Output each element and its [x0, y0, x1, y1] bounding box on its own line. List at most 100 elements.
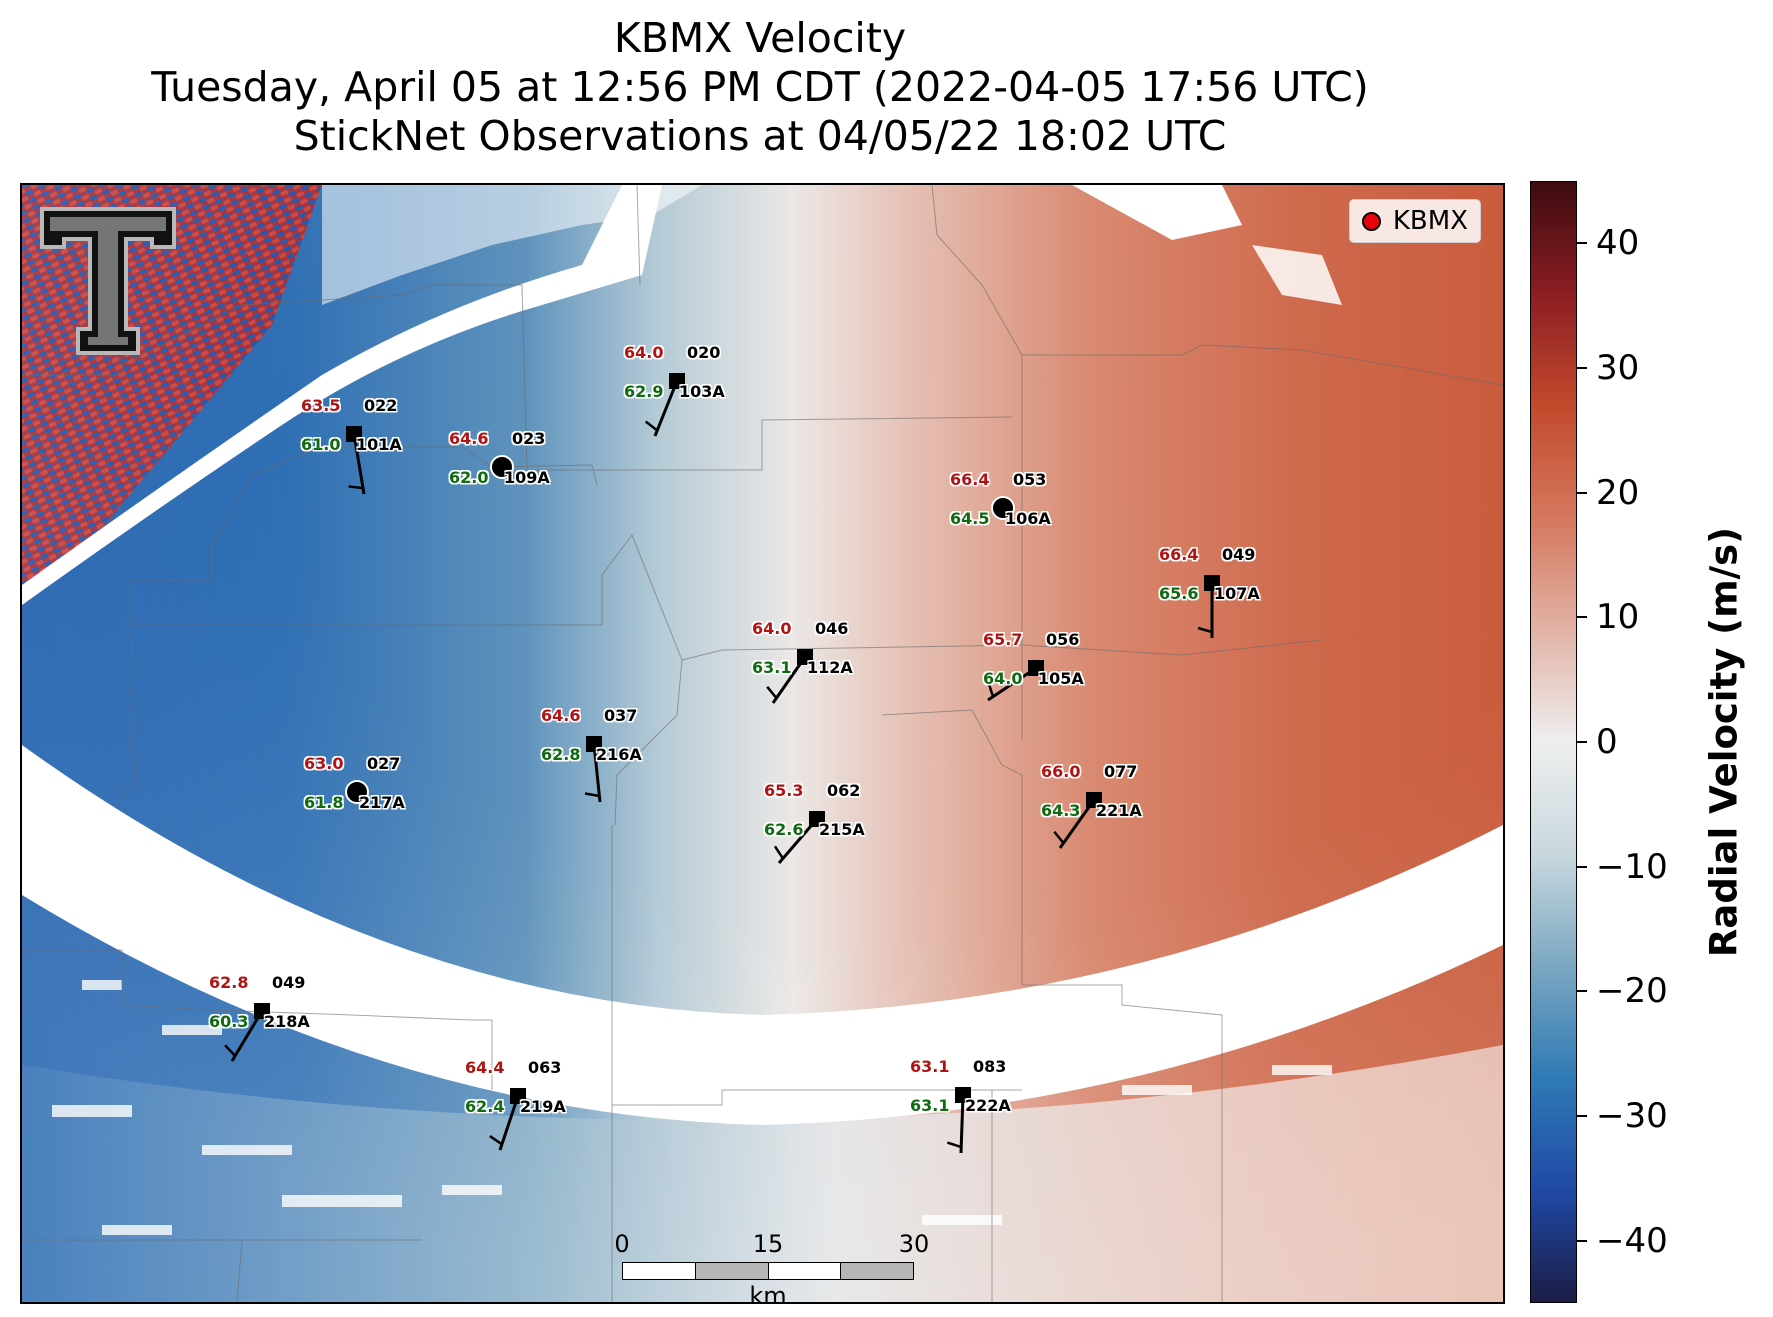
wind-barb-flag [224, 1044, 236, 1057]
map-subtitle-time: Tuesday, April 05 at 12:56 PM CDT (2022-… [151, 63, 1369, 111]
station-wind-direction: 049 [272, 973, 306, 992]
wind-barb-staff [959, 1094, 965, 1154]
legend-label: KBMX [1392, 206, 1468, 236]
map-subtitle-observations: StickNet Observations at 04/05/22 18:02 … [293, 112, 1227, 160]
station-wind-direction: 027 [367, 754, 401, 773]
station-dewpoint: 61.8 [304, 793, 344, 812]
wind-barb-staff [592, 743, 602, 803]
station-temperature: 64.6 [541, 706, 581, 725]
station-temperature: 64.0 [624, 343, 664, 362]
station-dewpoint: 61.0 [301, 435, 341, 454]
station-id: 106A [1005, 509, 1051, 528]
logo-badge [40, 201, 176, 361]
station-id: 215A [819, 820, 865, 839]
station-marker [586, 736, 602, 752]
colorbar-tick-label: 10 [1596, 597, 1640, 638]
station-wind-direction: 053 [1013, 470, 1047, 489]
station-id: 216A [596, 745, 642, 764]
station-marker [510, 1088, 526, 1104]
station-wind-direction: 077 [1104, 762, 1138, 781]
wind-barb-flag [489, 1135, 503, 1146]
station-id: 107A [1214, 584, 1260, 603]
colorbar-tick-mark [1577, 242, 1587, 245]
station-temperature: 63.0 [304, 754, 344, 773]
colorbar-title: Radial Velocity (m/s) [1702, 526, 1746, 958]
station-calm-marker [991, 496, 1015, 520]
station-dewpoint: 65.6 [1159, 584, 1199, 603]
station-marker [809, 811, 825, 827]
station-dewpoint: 62.8 [541, 745, 581, 764]
colorbar-tick-label: 30 [1596, 348, 1640, 388]
wind-barb-staff [230, 1010, 264, 1062]
station-wind-direction: 056 [1046, 630, 1080, 649]
radar-map[interactable]: 63.5 022 61.0 101A 64.6 023 62.0 109A 64.0 020 62.… [20, 183, 1505, 1304]
station-dewpoint: 62.0 [449, 468, 489, 487]
station-id: 101A [356, 435, 402, 454]
station-wind-direction: 062 [827, 781, 861, 800]
wind-barb-flag [1197, 626, 1213, 634]
station-temperature: 64.0 [752, 619, 792, 638]
scale-bar-unit: km [749, 1282, 787, 1304]
radar-site-marker-icon [1361, 211, 1381, 231]
station-temperature: 66.4 [1159, 545, 1199, 564]
station-temperature: 65.7 [983, 630, 1023, 649]
colorbar-tick-mark [1577, 1115, 1587, 1117]
wind-barb-flag [946, 1141, 962, 1149]
station-temperature: 66.4 [950, 470, 990, 489]
station-calm-marker [490, 455, 514, 479]
station-wind-direction: 083 [973, 1057, 1007, 1076]
station-dewpoint: 60.3 [209, 1012, 249, 1031]
station-wind-direction: 022 [364, 396, 398, 415]
colorbar-tick-label: −10 [1596, 846, 1668, 887]
scale-bar-segments [622, 1262, 914, 1280]
wind-barb-staff [653, 380, 679, 437]
station-marker [669, 373, 685, 389]
wind-barb-flag [773, 845, 784, 860]
station-wind-direction: 046 [815, 619, 849, 638]
wind-barb-flag [644, 420, 658, 432]
station-wind-direction: 037 [604, 706, 638, 725]
station-wind-direction: 049 [1222, 545, 1256, 564]
station-dewpoint: 64.3 [1041, 801, 1081, 820]
scale-bar-label-0: 0 [614, 1230, 630, 1258]
station-temperature: 64.4 [465, 1058, 505, 1077]
station-dewpoint: 63.1 [910, 1096, 950, 1115]
texas-tech-double-t-logo [40, 207, 176, 355]
station-wind-direction: 020 [687, 343, 721, 362]
colorbar-tick-label: −20 [1596, 971, 1668, 1012]
scale-bar-label-30: 30 [898, 1230, 930, 1258]
station-calm-marker [345, 780, 369, 804]
colorbar-tick-label: 20 [1596, 472, 1640, 513]
scale-bar: 0 15 30 km [612, 1230, 942, 1302]
station-temperature: 63.5 [301, 396, 341, 415]
map-legend: KBMX [1348, 199, 1481, 243]
station-temperature: 65.3 [764, 781, 804, 800]
station-dewpoint: 62.4 [465, 1097, 505, 1116]
station-wind-direction: 023 [512, 429, 546, 448]
colorbar-tick-label: 40 [1596, 223, 1640, 264]
map-title: KBMX Velocity [613, 14, 907, 62]
colorbar-tick-mark [1577, 616, 1587, 619]
colorbar-tick-mark [1577, 1239, 1587, 1242]
wind-barb-staff [498, 1095, 520, 1151]
colorbar-tick-label: 0 [1596, 722, 1618, 762]
velocity-colorbar [1530, 181, 1577, 1303]
station-marker [1204, 575, 1220, 591]
station-id: 109A [504, 468, 550, 487]
station-marker [955, 1087, 971, 1103]
station-id: 105A [1038, 669, 1084, 688]
station-id: 221A [1096, 801, 1142, 820]
station-dewpoint: 63.1 [752, 658, 792, 677]
station-dewpoint: 62.9 [624, 382, 664, 401]
station-marker [254, 1003, 270, 1019]
station-dewpoint: 62.6 [764, 820, 804, 839]
wind-barb-flag [584, 792, 600, 798]
colorbar-tick-mark [1577, 491, 1587, 494]
station-wind-direction: 063 [528, 1058, 562, 1077]
station-id: 219A [520, 1097, 566, 1116]
station-dewpoint: 64.0 [983, 669, 1023, 688]
colorbar-tick-mark [1577, 741, 1587, 743]
station-barbs [224, 373, 1220, 1154]
station-temperature: 66.0 [1041, 762, 1081, 781]
wind-barb-flag [766, 686, 778, 699]
